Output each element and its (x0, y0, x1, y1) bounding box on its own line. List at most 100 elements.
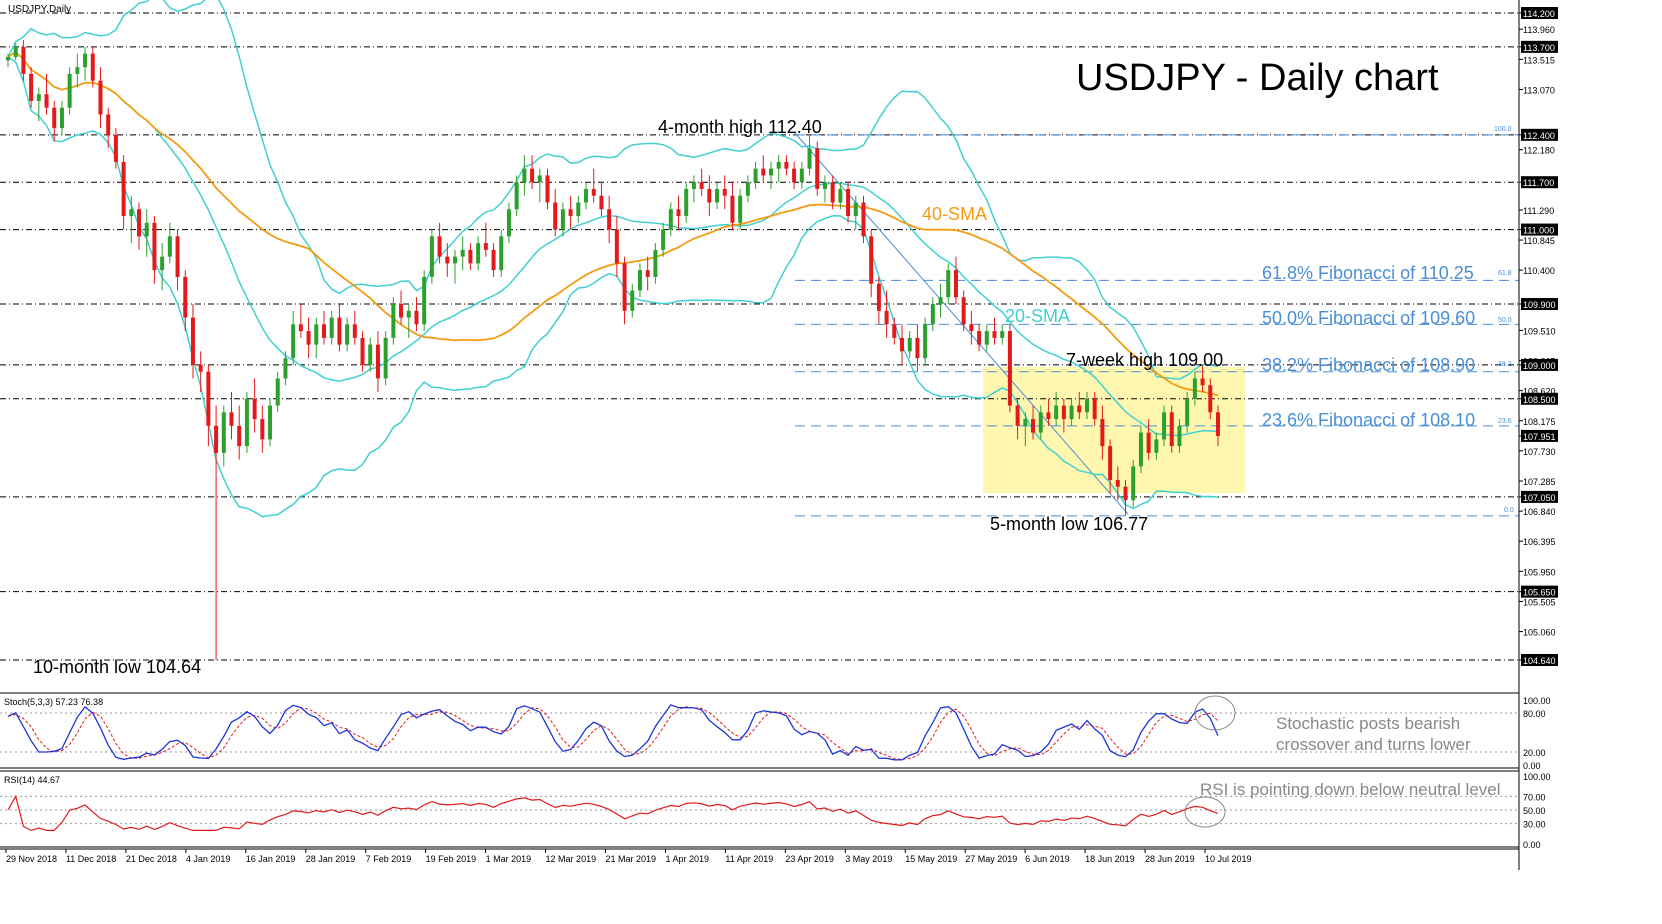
price-axis: 114.200 113.960 113.700 113.515 113.070 112.4… (1519, 7, 1558, 666)
candle-body-bear (52, 107, 57, 129)
sma20-line (7, 50, 1219, 437)
bollinger-bands (7, 0, 1219, 518)
rsi-tick-label: 70.00 (1523, 792, 1546, 802)
candle-body-bear (1200, 378, 1205, 386)
candle-body-bear (1046, 412, 1051, 420)
candle-body-bull (653, 249, 658, 277)
candle-body-bull (768, 168, 773, 176)
price-tick-label: 105.060 (1523, 628, 1556, 638)
candle-body-bull (67, 73, 72, 108)
candle-body-bear (90, 53, 95, 81)
candle-body-bear (1061, 405, 1066, 420)
candle-body-bull (1000, 331, 1005, 338)
time-tick-label: 1 Mar 2019 (486, 854, 532, 864)
price-tick-label: 110.845 (1523, 236, 1555, 246)
candle-body-bear (1092, 398, 1097, 420)
candle-body-bull (167, 236, 172, 257)
candle-body-bear (884, 310, 889, 325)
candle-body-bull (283, 358, 288, 379)
candle-body-bear (830, 182, 835, 203)
candle-body-bull (6, 56, 10, 61)
candle-body-bear (1208, 385, 1213, 413)
candle-body-bull (938, 297, 943, 305)
candle-body-bear (321, 324, 326, 338)
candle-body-bull (661, 229, 666, 250)
candle-body-bull (406, 310, 411, 318)
horizontal-levels (0, 12, 1519, 661)
candle-body-bull (807, 148, 812, 169)
price-tick-label: 108.620 (1523, 387, 1556, 397)
rsi-circle-highlight (1184, 796, 1226, 828)
price-tick-label: 105.950 (1523, 567, 1556, 577)
candle-body-bull (1023, 419, 1028, 426)
price-tag-label: 111.000 (1523, 226, 1554, 236)
time-tick-label: 7 Feb 2019 (366, 854, 412, 864)
candle-body-bear (622, 263, 627, 311)
candle-body-bear (98, 80, 103, 115)
candle-body-bear (491, 249, 496, 271)
candle-body-bear (969, 324, 974, 332)
candle-body-bear (676, 209, 681, 217)
price-tag-label: 109.900 (1523, 300, 1556, 310)
candle-body-bear (1169, 412, 1174, 447)
stoch-note-line-1: Stochastic posts bearish (1276, 714, 1460, 733)
candle-body-bull (453, 256, 458, 264)
candle-body-bear (545, 175, 550, 203)
candle-body-bull (923, 324, 928, 359)
candle-body-bear (175, 236, 180, 277)
stoch-d-line (7, 706, 1219, 760)
candle-body-bear (260, 419, 265, 440)
candle-body-bull (838, 188, 843, 203)
stoch-k-line (7, 704, 1219, 761)
candle-body-bull (799, 168, 804, 183)
price-tick-label: 111.290 (1523, 206, 1554, 216)
candle-body-bull (268, 405, 273, 440)
time-tick-label: 28 Jun 2019 (1145, 854, 1195, 864)
time-tick-label: 21 Dec 2018 (126, 854, 177, 864)
candle-body-bear (337, 317, 342, 345)
candle-body-bear (360, 337, 365, 365)
price-tag-box (1521, 128, 1558, 141)
candle-body-bear (137, 209, 142, 237)
candle-body-bear (553, 202, 558, 230)
price-tag-label: 111.700 (1523, 178, 1554, 188)
candle-body-bear (1015, 405, 1020, 426)
candle-body-bull (946, 270, 951, 298)
time-tick-label: 6 Jun 2019 (1025, 854, 1070, 864)
candle-body-bull (537, 175, 542, 183)
candle-body-bull (329, 317, 334, 338)
candle-body-bear (306, 331, 311, 345)
candle-body-bull (59, 107, 64, 129)
price-tag-label: 107.050 (1523, 493, 1556, 503)
candle-body-bear (445, 256, 450, 264)
rsi-note: RSI is pointing down below neutral level (1200, 780, 1501, 799)
candle-body-bear (183, 276, 188, 318)
candle-body-bull (160, 256, 165, 271)
fib-small-236: 23.6 (1498, 418, 1512, 425)
candle-body-bull (984, 331, 989, 345)
candle-body-bull (1154, 439, 1159, 453)
stoch-tick-label: 100.00 (1523, 696, 1551, 706)
candle-body-bear (206, 371, 211, 426)
time-tick-label: 3 May 2019 (845, 854, 892, 864)
candle-body-bull (560, 209, 565, 230)
candle-body-bull (637, 270, 642, 291)
candle-body-bear (1100, 419, 1105, 447)
candle-body-bear (730, 195, 735, 223)
candle-body-bear (106, 114, 111, 135)
price-tick-label: 113.070 (1523, 85, 1555, 95)
candle-body-bull (691, 182, 696, 189)
candle-body-bull (630, 290, 635, 311)
candle-body-bull (221, 412, 226, 453)
candle-body-bear (876, 283, 881, 311)
price-tag-box (1521, 429, 1558, 442)
price-tick-label: 113.515 (1523, 55, 1555, 65)
candle-body-bull (822, 182, 827, 189)
time-tick-label: 11 Apr 2019 (725, 854, 773, 864)
candle-body-bull (1131, 466, 1136, 501)
time-tick-label: 29 Nov 2018 (6, 854, 57, 864)
candle-body-bull (476, 243, 481, 264)
time-tick-label: 11 Dec 2018 (66, 854, 116, 864)
